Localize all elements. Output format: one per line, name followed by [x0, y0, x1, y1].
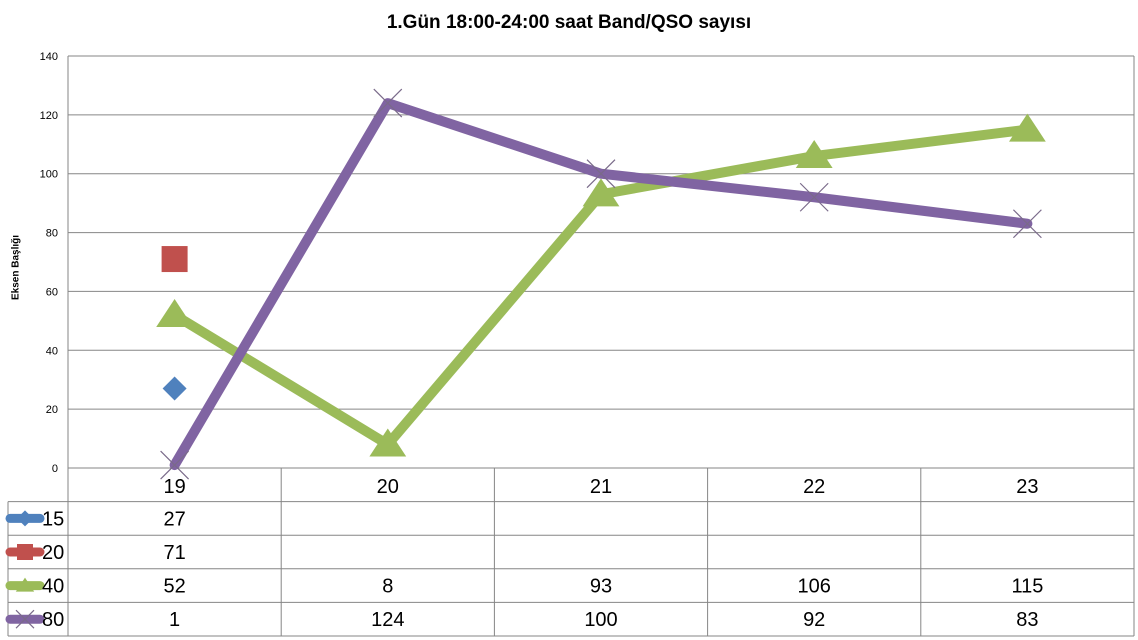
category-label: 19	[163, 476, 185, 498]
series-80	[160, 88, 1042, 480]
y-tick-label: 80	[46, 228, 58, 240]
data-point	[582, 178, 620, 207]
legend-label: 20	[42, 542, 64, 564]
data-point	[156, 298, 193, 327]
legend-label: 80	[42, 609, 64, 631]
data-point	[161, 246, 188, 273]
data-point	[586, 159, 616, 189]
table-value: 115	[1011, 576, 1043, 598]
table-value: 83	[1016, 609, 1038, 631]
series-line	[169, 98, 1033, 471]
data-point	[795, 140, 833, 169]
table-value: 100	[584, 609, 617, 631]
series-20	[161, 246, 188, 273]
table-value: 106	[798, 576, 831, 598]
category-label: 22	[803, 476, 825, 498]
series-40	[156, 113, 1046, 457]
y-tick-label: 20	[46, 404, 58, 416]
y-tick-label: 100	[40, 169, 58, 181]
series-15	[162, 376, 187, 401]
legend-key-40	[5, 577, 45, 592]
legend-key-15	[5, 510, 45, 527]
y-tick-label: 40	[46, 345, 58, 357]
legend-marker	[15, 609, 35, 629]
y-tick-label: 120	[40, 110, 58, 122]
legend-key-20	[5, 544, 45, 560]
data-point	[369, 428, 407, 457]
legend-key-80	[5, 609, 45, 629]
y-tick-label: 60	[46, 286, 58, 298]
table-value: 8	[382, 576, 393, 598]
legend-label: 40	[42, 576, 64, 598]
table-value: 52	[163, 576, 185, 598]
y-tick-label: 0	[52, 463, 58, 475]
table-value: 27	[163, 508, 185, 530]
y-tick-label: 140	[40, 51, 58, 63]
table-value: 92	[803, 609, 825, 631]
data-point	[1012, 209, 1042, 239]
data-point	[373, 88, 403, 118]
category-label: 20	[377, 476, 399, 498]
data-point	[160, 450, 190, 480]
table-value: 93	[590, 576, 612, 598]
data-point	[1009, 113, 1046, 142]
legend-label: 15	[42, 508, 64, 530]
table-value: 71	[163, 542, 185, 564]
table-value: 1	[169, 609, 180, 631]
chart-title: 1.Gün 18:00-24:00 saat Band/QSO sayısı	[386, 12, 752, 33]
category-label: 21	[590, 476, 612, 498]
data-point	[799, 182, 829, 212]
legend-marker	[15, 577, 35, 592]
table-value: 124	[371, 609, 404, 631]
category-label: 23	[1016, 476, 1038, 498]
data-point	[162, 376, 187, 401]
legend-marker	[17, 544, 33, 560]
legend-marker	[17, 510, 33, 527]
